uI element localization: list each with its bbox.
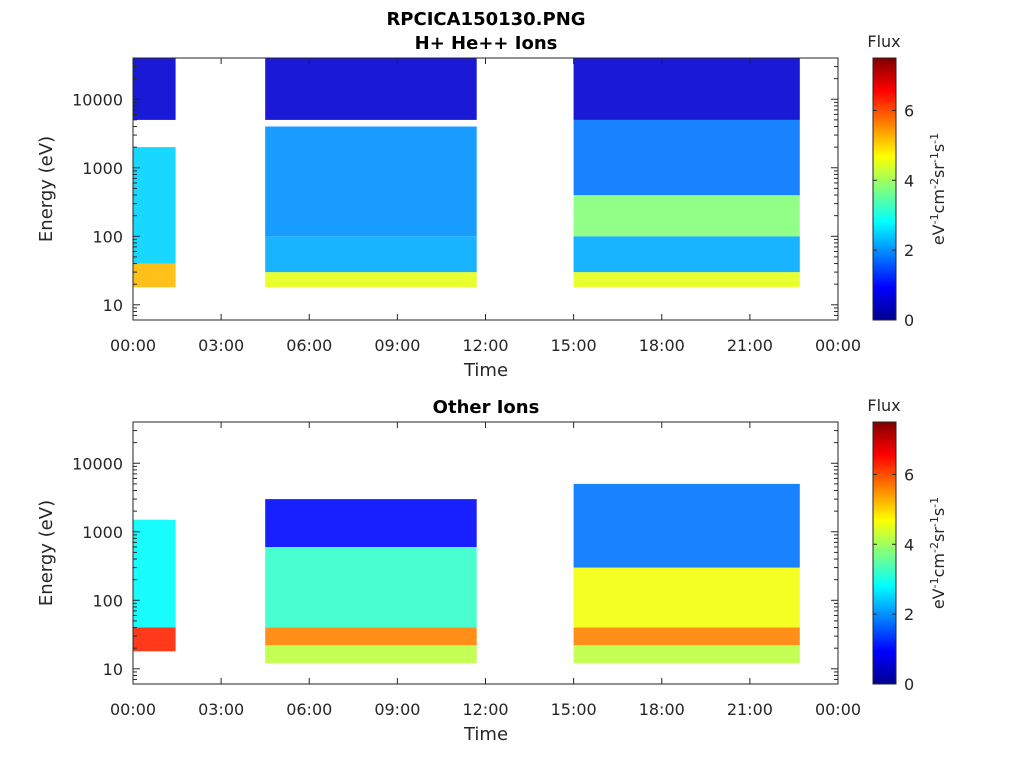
flux-band <box>573 119 800 196</box>
colorbar-tick-label: 0 <box>904 675 914 694</box>
y-tick-label: 10 <box>103 660 123 679</box>
flux-band <box>265 58 477 120</box>
colorbar-label: eV-1cm-2sr-1s-1 <box>928 497 948 609</box>
colorbar-tick-label: 2 <box>904 605 914 624</box>
colorbar: Flux 0 2 4 6 eV-1cm-2sr-1s-1 <box>867 396 948 694</box>
y-axis-label: Energy (eV) <box>36 500 57 606</box>
flux-band <box>133 147 176 264</box>
flux-band <box>265 627 477 646</box>
x-axis-ticks: 00:00 03:00 06:00 09:00 12:00 15:00 18:00 21:00… <box>110 422 861 719</box>
colorbar-tick-label: 4 <box>904 171 914 190</box>
x-tick-label: 12:00 <box>462 336 508 355</box>
flux-band <box>265 547 477 628</box>
panel-title: Other Ions <box>433 397 540 418</box>
x-tick-label: 21:00 <box>727 336 773 355</box>
flux-band <box>573 195 800 237</box>
x-tick-label: 15:00 <box>551 336 597 355</box>
y-tick-label: 10 <box>103 296 123 315</box>
flux-band <box>573 645 800 664</box>
x-tick-label: 06:00 <box>286 336 332 355</box>
x-axis-ticks: 00:00 03:00 06:00 09:00 12:00 15:00 18:00 21:00… <box>110 58 861 355</box>
colorbar-gradient <box>872 421 897 685</box>
x-tick-label: 00:00 <box>110 336 156 355</box>
y-tick-label: 1000 <box>82 523 123 542</box>
flux-band <box>265 272 477 288</box>
colorbar-title: Flux <box>867 32 900 51</box>
flux-band <box>265 236 477 273</box>
flux-band <box>133 627 176 652</box>
spectrogram-heatmap <box>133 483 800 664</box>
x-tick-label: 00:00 <box>815 336 861 355</box>
flux-band <box>573 567 800 628</box>
y-tick-label: 100 <box>92 227 123 246</box>
figure-title: RPCICA150130.PNG <box>386 9 585 30</box>
x-tick-label: 18:00 <box>639 336 685 355</box>
x-tick-label: 00:00 <box>110 700 156 719</box>
y-tick-label: 100 <box>92 591 123 610</box>
x-tick-label: 03:00 <box>198 700 244 719</box>
colorbar-tick-label: 2 <box>904 241 914 260</box>
x-tick-label: 00:00 <box>815 700 861 719</box>
x-axis-label: Time <box>463 724 508 745</box>
flux-band <box>573 627 800 646</box>
y-tick-label: 10000 <box>72 454 123 473</box>
colorbar-title: Flux <box>867 396 900 415</box>
colorbar-tick-label: 6 <box>904 101 914 120</box>
colorbar-gradient <box>872 57 897 321</box>
x-tick-label: 09:00 <box>374 700 420 719</box>
colorbar-tick-label: 0 <box>904 311 914 330</box>
panel-other-ions: Other Ions 00:00 03:00 06:00 09:00 12:00 15:0… <box>36 396 948 745</box>
y-tick-label: 10000 <box>72 90 123 109</box>
y-axis-label: Energy (eV) <box>36 136 57 242</box>
x-tick-label: 15:00 <box>551 700 597 719</box>
colorbar-tick-label: 6 <box>904 465 914 484</box>
spectrogram-heatmap <box>133 58 800 288</box>
x-axis-label: Time <box>463 360 508 381</box>
y-axis-ticks: 10 100 1000 10000 <box>72 57 838 321</box>
x-tick-label: 18:00 <box>639 700 685 719</box>
y-axis-ticks: 10 100 1000 10000 <box>72 421 838 685</box>
flux-band <box>573 483 800 568</box>
flux-band <box>573 58 800 120</box>
panel-title: H+ He++ Ions <box>415 33 558 54</box>
flux-band <box>265 499 477 547</box>
flux-band <box>573 272 800 288</box>
x-tick-label: 06:00 <box>286 700 332 719</box>
flux-band <box>265 126 477 237</box>
flux-band <box>133 263 176 288</box>
colorbar-label: eV-1cm-2sr-1s-1 <box>928 133 948 245</box>
x-tick-label: 12:00 <box>462 700 508 719</box>
flux-band <box>265 645 477 664</box>
colorbar-tick-label: 4 <box>904 535 914 554</box>
flux-band <box>133 58 176 120</box>
flux-band <box>133 519 176 628</box>
colorbar-ticks: 0 2 4 6 <box>873 101 914 330</box>
x-tick-label: 09:00 <box>374 336 420 355</box>
y-tick-label: 1000 <box>82 159 123 178</box>
colorbar-ticks: 0 2 4 6 <box>873 465 914 694</box>
flux-band <box>573 236 800 273</box>
x-tick-label: 21:00 <box>727 700 773 719</box>
colorbar: Flux 0 2 4 6 eV-1cm-2sr-1s-1 <box>867 32 948 330</box>
x-tick-label: 03:00 <box>198 336 244 355</box>
panel-h-he-ions: H+ He++ Ions 00:00 03:00 06:00 09:00 12:00 15… <box>36 32 948 381</box>
